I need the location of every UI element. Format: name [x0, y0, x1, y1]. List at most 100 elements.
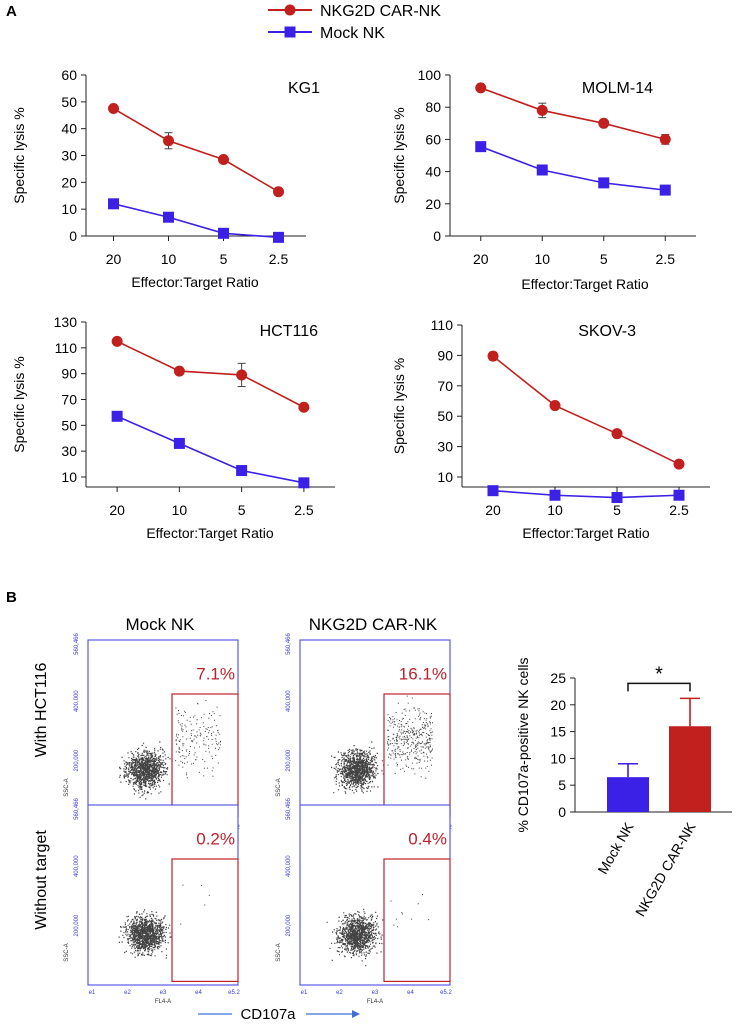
chart-title: KG1	[288, 80, 320, 97]
x-tick-label: 20	[109, 502, 125, 518]
bar	[607, 777, 649, 812]
flow-events	[119, 700, 221, 800]
bar-y-tick-label: 25	[550, 670, 566, 686]
flow-x-tick: e5.2	[440, 990, 452, 996]
data-point-mock	[475, 141, 487, 153]
y-tick-label: 40	[425, 164, 441, 180]
series-line-car	[116, 340, 305, 408]
y-tick-label: 50	[61, 417, 77, 433]
data-point-mock	[611, 492, 623, 504]
flow-y-tick: 560,466	[74, 798, 80, 820]
line-chart-molm-14: 0 20 40 60 80 100 20 10 5 2.5 MOLM-14 Effector:Targ…	[391, 67, 696, 292]
flow-row-title-without-target: Without target	[33, 830, 50, 930]
series-line-car	[113, 107, 279, 193]
chart-title: MOLM-14	[582, 80, 653, 97]
bar-category-label: NKG2D CAR-NK	[632, 819, 699, 919]
flow-x-tick: e1	[301, 990, 308, 996]
flow-y-axis-label: SSC-A	[64, 943, 70, 961]
legend-label-car: NKG2D CAR-NK	[320, 3, 441, 20]
y-tick-label: 20	[425, 196, 441, 212]
data-point-car	[611, 428, 623, 440]
data-point-mock	[108, 198, 119, 210]
x-tick-label: 10	[547, 502, 563, 518]
data-point-car	[487, 350, 499, 362]
flow-events	[331, 695, 433, 794]
flow-row-title-with-hct116: With HCT116	[33, 662, 50, 757]
data-point-car	[236, 369, 248, 381]
x-axis-label: Effector:Target Ratio	[131, 274, 259, 290]
flow-cytometry: Mock NK NKG2D CAR-NK With HCT116 Without…	[33, 615, 452, 1023]
flow-col-title-mock: Mock NK	[126, 615, 196, 634]
legend: NKG2D CAR-NK Mock NK	[268, 3, 441, 42]
data-point-mock	[273, 231, 284, 243]
flow-plot-frame	[299, 804, 451, 986]
series-line-mock	[116, 415, 305, 484]
data-point-mock	[673, 489, 685, 501]
y-tick-label: 50	[61, 94, 77, 110]
x-tick-label: 20	[473, 251, 489, 267]
flow-x-axis-label: FL4-A	[367, 999, 383, 1005]
flow-x-tick: e2	[124, 990, 131, 996]
bar-category-label: Mock NK	[594, 819, 637, 877]
data-point-car	[273, 186, 284, 198]
y-axis-label: Specific lysis %	[391, 358, 407, 454]
flow-x-tick: e1	[89, 990, 96, 996]
data-point-car	[598, 117, 610, 129]
flow-y-axis-label: SSC-A	[276, 778, 282, 796]
y-axis-label: Specific lysis %	[391, 107, 407, 203]
y-tick-label: 70	[61, 392, 77, 408]
y-tick-label: 0	[69, 228, 77, 244]
cd107a-label: CD107a	[240, 1006, 296, 1023]
legend-label-mock: Mock NK	[320, 25, 385, 42]
data-point-car	[111, 335, 123, 347]
x-tick-label: 5	[613, 502, 621, 518]
data-point-car	[298, 401, 310, 413]
significance-marker: *	[655, 663, 663, 685]
flow-y-tick: 400,000	[74, 690, 80, 712]
series-line-mock	[113, 203, 279, 239]
x-axis-label: Effector:Target Ratio	[521, 276, 649, 292]
y-tick-label: 0	[433, 228, 441, 244]
flow-y-tick: 200,000	[74, 749, 80, 771]
series-line-mock	[492, 489, 680, 499]
y-tick-label: 60	[61, 67, 77, 83]
flow-y-tick: 200,000	[286, 914, 292, 936]
x-tick-label: 5	[220, 251, 228, 267]
flow-y-tick: 400,000	[74, 855, 80, 877]
x-tick-label: 10	[534, 251, 550, 267]
data-point-mock	[659, 184, 671, 196]
data-point-car	[549, 400, 561, 412]
flow-y-tick: 560,466	[286, 633, 292, 655]
flow-y-tick: 200,000	[74, 914, 80, 936]
bar-y-tick-label: 15	[550, 724, 566, 740]
y-tick-label: 20	[61, 174, 77, 190]
data-point-car	[163, 135, 174, 147]
flow-x-tick: e3	[372, 990, 379, 996]
flow-x-tick: e5.2	[228, 990, 240, 996]
data-point-car	[108, 103, 119, 115]
x-tick-label: 10	[172, 502, 188, 518]
data-point-car	[475, 82, 487, 94]
flow-x-tick: e4	[195, 990, 202, 996]
x-tick-label: 2.5	[294, 502, 314, 518]
data-point-mock	[218, 227, 229, 239]
x-tick-label: 5	[238, 502, 246, 518]
y-tick-label: 70	[437, 378, 453, 394]
chart-title: HCT116	[260, 323, 318, 340]
panel-label-b: B	[6, 589, 17, 606]
flow-gate	[171, 858, 239, 983]
bar-y-tick-label: 5	[558, 777, 566, 793]
data-point-mock	[173, 437, 185, 449]
series-line-car	[492, 355, 680, 465]
legend-marker-car	[284, 4, 296, 16]
chart-title: SKOV-3	[578, 323, 636, 340]
flow-y-tick: 560,466	[74, 633, 80, 655]
y-tick-label: 130	[54, 314, 78, 330]
x-axis-label: Effector:Target Ratio	[146, 525, 274, 541]
legend-marker-mock	[284, 26, 296, 38]
data-point-car	[673, 458, 685, 470]
y-tick-label: 60	[425, 131, 441, 147]
flow-x-tick: e4	[407, 990, 414, 996]
flow-plot: 200,000400,000560,466SSC-Ae1e2e3e4e5.2FL…	[64, 633, 240, 841]
